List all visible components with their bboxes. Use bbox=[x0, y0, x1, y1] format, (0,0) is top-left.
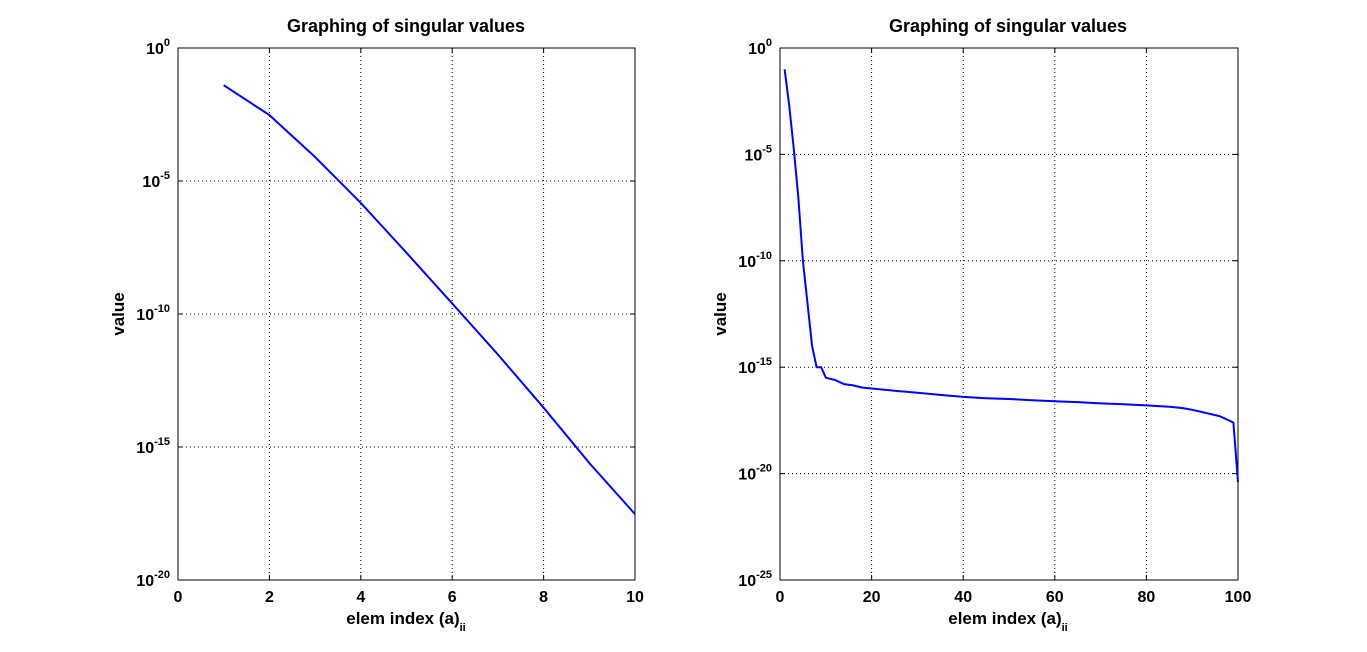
right-series-line bbox=[783, 69, 1239, 483]
left-grid bbox=[178, 48, 635, 580]
right-x-axis-label-text: elem index (a) bbox=[948, 609, 1061, 628]
right-y-tick-exponent: -15 bbox=[756, 356, 772, 368]
right-y-axis-label: value bbox=[711, 292, 730, 335]
left-y-tick-label: 10-15 bbox=[136, 436, 170, 457]
right-y-tick-label: 10-20 bbox=[738, 463, 772, 484]
right-y-tick-label: 10-10 bbox=[738, 250, 772, 271]
left-y-tick-base: 10 bbox=[136, 440, 154, 457]
right-chart-title: Graphing of singular values bbox=[889, 16, 1127, 36]
left-series-line bbox=[223, 84, 636, 515]
right-plot-area bbox=[779, 47, 1239, 581]
left-x-tick-label: 4 bbox=[356, 589, 365, 606]
left-chart-title: Graphing of singular values bbox=[287, 16, 525, 36]
left-y-tick-base: 10 bbox=[146, 41, 164, 58]
left-y-tick-base: 10 bbox=[136, 573, 154, 590]
left-y-tick-label: 10-20 bbox=[136, 569, 170, 590]
right-y-tick-label: 10-5 bbox=[744, 143, 772, 164]
left-y-tick-exponent: -10 bbox=[154, 303, 170, 315]
left-series bbox=[223, 84, 636, 515]
left-y-tick-label: 10-10 bbox=[136, 303, 170, 324]
left-x-axis-label: elem index (a)ii bbox=[346, 609, 466, 634]
left-x-tick-label: 8 bbox=[539, 589, 548, 606]
right-x-tick-label: 60 bbox=[1046, 589, 1064, 606]
right-y-tick-base: 10 bbox=[738, 573, 756, 590]
right-subplot: 0 20 40 60 80 100 10-2510-2010-1510-1010-5100… bbox=[711, 16, 1251, 634]
right-y-tick-label: 100 bbox=[748, 37, 772, 58]
right-x-tick-label: 100 bbox=[1225, 589, 1252, 606]
right-x-tick-label: 40 bbox=[954, 589, 972, 606]
right-y-tick-exponent: -20 bbox=[756, 463, 772, 475]
left-x-tick-label: 10 bbox=[626, 589, 644, 606]
right-y-tick-exponent: -25 bbox=[756, 569, 772, 581]
right-series bbox=[783, 69, 1239, 483]
left-x-ticks: 0 2 4 6 8 10 bbox=[174, 48, 644, 606]
left-y-tick-label: 10-5 bbox=[142, 170, 170, 191]
right-y-tick-base: 10 bbox=[738, 360, 756, 377]
left-y-tick-base: 10 bbox=[142, 174, 160, 191]
left-x-axis-label-subscript: ii bbox=[460, 622, 466, 634]
left-y-tick-exponent: 0 bbox=[164, 37, 170, 49]
left-x-tick-label: 2 bbox=[265, 589, 274, 606]
right-x-ticks: 0 20 40 60 80 100 bbox=[776, 48, 1252, 606]
right-y-tick-exponent: -10 bbox=[756, 250, 772, 262]
right-y-tick-label: 10-15 bbox=[738, 356, 772, 377]
right-y-tick-base: 10 bbox=[738, 467, 756, 484]
left-y-tick-exponent: -20 bbox=[154, 569, 170, 581]
left-y-axis-label: value bbox=[109, 292, 128, 335]
left-y-tick-base: 10 bbox=[136, 307, 154, 324]
right-y-tick-label: 10-25 bbox=[738, 569, 772, 590]
left-x-tick-label: 6 bbox=[448, 589, 457, 606]
right-y-tick-base: 10 bbox=[748, 41, 766, 58]
right-x-axis-label: elem index (a)ii bbox=[948, 609, 1068, 634]
right-y-tick-base: 10 bbox=[738, 254, 756, 271]
left-x-tick-label: 0 bbox=[174, 589, 183, 606]
right-grid bbox=[780, 48, 1238, 580]
left-y-tick-exponent: -5 bbox=[160, 170, 170, 182]
right-x-axis-label-subscript: ii bbox=[1062, 622, 1068, 634]
left-y-tick-exponent: -15 bbox=[154, 436, 170, 448]
right-y-tick-exponent: -5 bbox=[762, 143, 772, 155]
right-x-tick-label: 80 bbox=[1138, 589, 1156, 606]
right-y-tick-base: 10 bbox=[744, 147, 762, 164]
right-x-tick-label: 20 bbox=[863, 589, 881, 606]
right-x-tick-label: 0 bbox=[776, 589, 785, 606]
right-y-tick-exponent: 0 bbox=[766, 37, 772, 49]
left-y-tick-label: 100 bbox=[146, 37, 170, 58]
left-x-axis-label-text: elem index (a) bbox=[346, 609, 459, 628]
